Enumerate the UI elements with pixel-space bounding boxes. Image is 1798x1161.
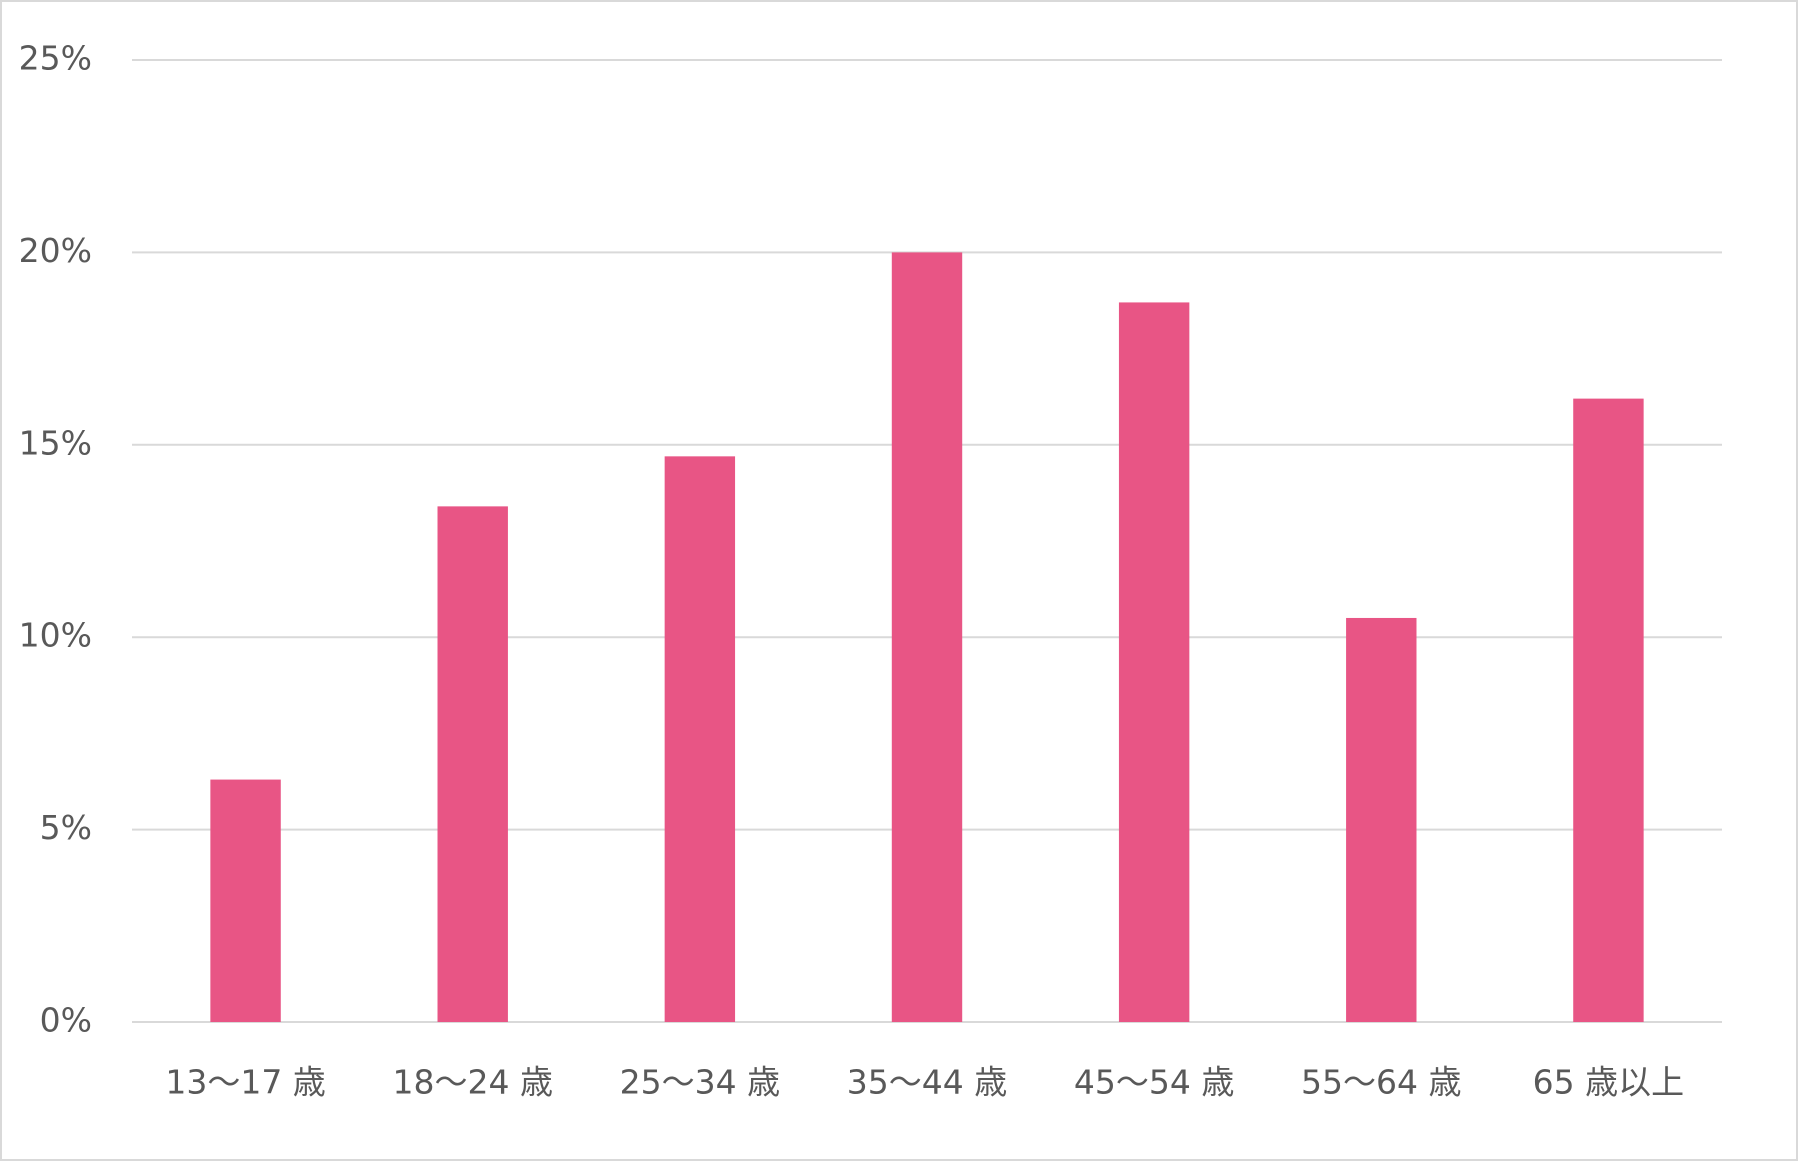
x-tick-label: 45～54 歳 — [1074, 1063, 1234, 1102]
x-tick-label: 55～64 歳 — [1301, 1063, 1461, 1102]
bar — [437, 506, 508, 1022]
y-tick-label: 25% — [19, 39, 92, 78]
x-tick-label: 13～17 歳 — [165, 1063, 325, 1102]
bar — [210, 779, 281, 1022]
x-tick-label: 65 歳以上 — [1533, 1063, 1684, 1102]
x-tick-label: 18～24 歳 — [392, 1063, 552, 1102]
x-tick-label: 25～34 歳 — [620, 1063, 780, 1102]
bar — [1118, 302, 1190, 1022]
bar — [891, 252, 963, 1022]
y-tick-label: 15% — [19, 423, 92, 462]
bar — [1346, 617, 1417, 1022]
bar — [1573, 398, 1644, 1022]
y-tick-label: 5% — [40, 808, 92, 847]
bar — [664, 456, 736, 1022]
y-tick-label: 20% — [19, 231, 92, 270]
y-tick-label: 0% — [40, 1001, 92, 1040]
x-tick-label: 35～44 歳 — [847, 1063, 1007, 1102]
y-tick-label: 10% — [19, 616, 92, 655]
